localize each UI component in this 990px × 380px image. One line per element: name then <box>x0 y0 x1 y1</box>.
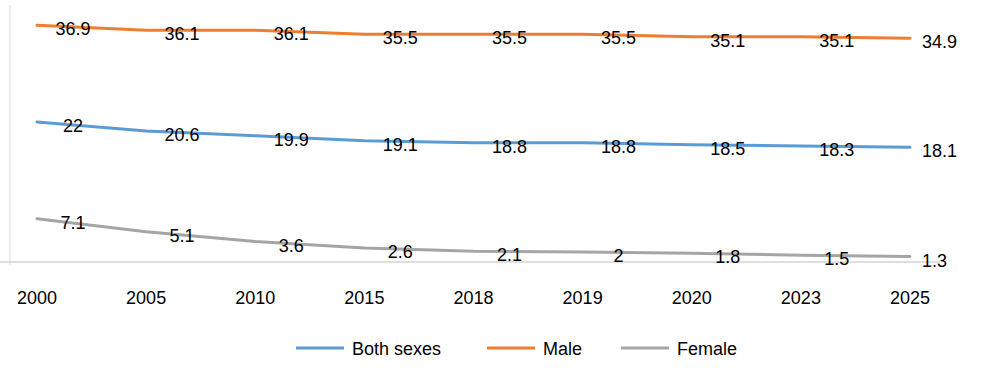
data-label: 18.1 <box>922 141 957 161</box>
legend-label: Both sexes <box>352 339 441 359</box>
legend: Both sexes Male Female <box>296 339 737 359</box>
data-label: 35.1 <box>819 31 854 51</box>
data-label: 35.5 <box>601 28 636 48</box>
data-label: 22 <box>63 116 83 136</box>
data-label: 20.6 <box>165 125 200 145</box>
data-label: 1.3 <box>922 251 947 271</box>
x-tick-label: 2010 <box>235 288 275 308</box>
data-label: 2 <box>614 246 624 266</box>
data-label: 2.6 <box>388 242 413 262</box>
legend-label: Male <box>543 339 582 359</box>
data-label: 18.5 <box>710 139 745 159</box>
y-axis-line <box>10 5 11 265</box>
chart: 2000 2005 2010 2015 2018 2019 2020 2023 2025 22 20… <box>0 0 990 380</box>
data-label: 18.3 <box>819 140 854 160</box>
data-label: 2.1 <box>497 245 522 265</box>
legend-label: Female <box>677 339 737 359</box>
data-label: 1.8 <box>715 247 740 267</box>
legend-swatch <box>487 347 535 350</box>
chart-container: 2000 2005 2010 2015 2018 2019 2020 2023 2025 22 20… <box>0 0 990 380</box>
data-label: 7.1 <box>60 213 85 233</box>
series-line <box>37 219 910 257</box>
x-tick-label: 2018 <box>453 288 493 308</box>
data-label: 18.8 <box>601 137 636 157</box>
data-label: 35.5 <box>492 28 527 48</box>
data-label: 36.9 <box>55 19 90 39</box>
data-label: 36.1 <box>274 24 309 44</box>
series-line <box>37 122 910 147</box>
x-tick-label: 2019 <box>563 288 603 308</box>
data-label: 36.1 <box>165 24 200 44</box>
x-tick-label: 2020 <box>672 288 712 308</box>
x-tick-label: 2005 <box>126 288 166 308</box>
data-label: 3.6 <box>279 236 304 256</box>
x-axis-line <box>0 262 940 263</box>
data-label: 35.1 <box>710 31 745 51</box>
data-label: 19.1 <box>383 135 418 155</box>
legend-swatch <box>296 347 344 350</box>
data-label: 35.5 <box>383 28 418 48</box>
x-tick-label: 2025 <box>890 288 930 308</box>
data-label: 5.1 <box>170 226 195 246</box>
data-label: 18.8 <box>492 137 527 157</box>
x-tick-label: 2023 <box>781 288 821 308</box>
data-label: 34.9 <box>922 32 957 52</box>
data-label: 19.9 <box>274 130 309 150</box>
plot-area <box>37 25 910 256</box>
x-tick-label: 2015 <box>344 288 384 308</box>
x-tick-label: 2000 <box>17 288 57 308</box>
data-label: 1.5 <box>824 249 849 269</box>
legend-swatch <box>621 347 669 350</box>
